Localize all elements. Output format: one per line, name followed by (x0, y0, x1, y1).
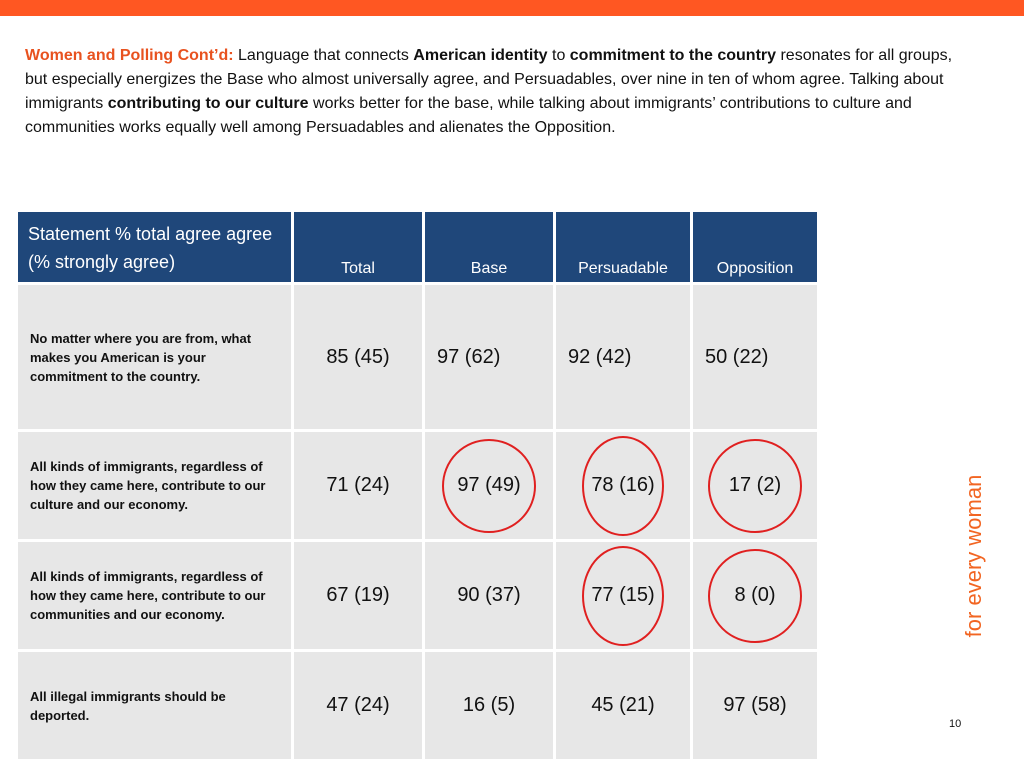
persuadable-column-header: Persuadable (556, 212, 690, 282)
total-column-header: Total (294, 212, 422, 282)
top-accent-bar (0, 0, 1024, 16)
persuadable-value-cell: 77 (15) (556, 542, 690, 649)
statement-cell: All illegal immigrants should be deporte… (18, 652, 291, 759)
total-value: 85 (45) (294, 285, 422, 429)
opposition-value-cell: 8 (0) (693, 542, 817, 649)
polling-table: Statement % total agree agree (% strongl… (15, 209, 820, 762)
table-row: All kinds of immigrants, regardless of h… (18, 542, 817, 649)
persuadable-value: 92 (42) (556, 285, 690, 429)
opposition-value-cell: 17 (2) (693, 432, 817, 539)
table-row: All illegal immigrants should be deporte… (18, 652, 817, 759)
intro-text-1: Language that connects (233, 47, 414, 64)
base-value: 97 (62) (425, 285, 553, 429)
statement-cell: All kinds of immigrants, regardless of h… (18, 542, 291, 649)
intro-text-3: resonates for all groups, but especially… (25, 47, 953, 112)
persuadable-value: 45 (21) (556, 652, 690, 759)
intro-bold-american-identity: American identity (413, 47, 548, 64)
opposition-column-header: Opposition (693, 212, 817, 282)
opposition-value: 50 (22) (693, 285, 817, 429)
intro-text-4: works better for the base, while talking… (25, 95, 912, 136)
table-row: No matter where you are from, what makes… (18, 285, 817, 429)
highlight-circle (582, 545, 664, 646)
highlight-circle (442, 438, 536, 533)
total-value: 67 (19) (294, 542, 422, 649)
opposition-value: 97 (58) (693, 652, 817, 759)
highlight-circle (708, 548, 802, 643)
base-value-cell: 97 (49) (425, 432, 553, 539)
statement-cell: All kinds of immigrants, regardless of h… (18, 432, 291, 539)
base-column-header: Base (425, 212, 553, 282)
brand-tagline: for every woman (961, 474, 986, 638)
highlight-circle (708, 438, 802, 533)
base-value: 16 (5) (425, 652, 553, 759)
intro-bold-contributing: contributing to our culture (107, 95, 309, 112)
persuadable-value-cell: 78 (16) (556, 432, 690, 539)
highlight-circle (582, 435, 664, 536)
table-row: All kinds of immigrants, regardless of h… (18, 432, 817, 539)
statement-column-header: Statement % total agree agree (% strongl… (18, 212, 291, 282)
total-value: 71 (24) (294, 432, 422, 539)
intro-paragraph: Women and Polling Cont’d: Language that … (25, 44, 955, 140)
base-value: 90 (37) (425, 542, 553, 649)
statement-cell: No matter where you are from, what makes… (18, 285, 291, 429)
page-number: 10 (949, 718, 962, 730)
total-value: 47 (24) (294, 652, 422, 759)
intro-bold-commitment: commitment to the country (569, 47, 777, 64)
intro-lead: Women and Polling Cont’d: (25, 47, 234, 64)
intro-text-2: to (547, 47, 570, 64)
